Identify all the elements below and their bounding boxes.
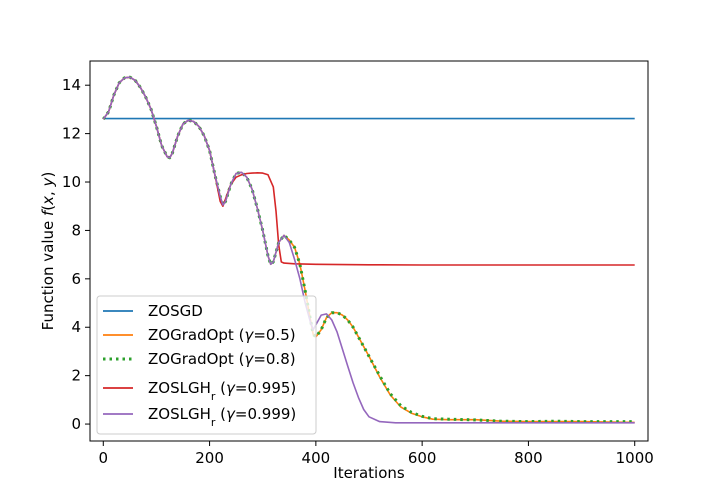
legend-entry: ZOGradOpt (γ=0.5) [103,326,296,344]
x-tick-label: 0 [99,449,109,467]
legend-label: ZOSLGHr (γ=0.999) [148,405,296,429]
x-tick-label: 600 [408,449,437,467]
legend-entry: ZOSLGHr (γ=0.999) [103,405,296,429]
x-tick-label: 1000 [616,449,654,467]
legend-label: ZOSGD [148,302,203,320]
legend-entry: ZOGradOpt (γ=0.8) [103,350,296,368]
legend-entry: ZOSGD [103,302,203,320]
series-layer [102,75,635,424]
y-tick-label: 14 [62,76,81,94]
x-axis-label: Iterations [333,464,405,482]
x-tick-label: 400 [302,449,331,467]
y-tick-label: 10 [62,173,81,191]
axes-layer: 0 200 400 600 800 1000 0 2 4 6 8 10 12 14 [62,76,654,467]
y-tick-label: 6 [71,270,81,288]
y-tick-label: 8 [71,221,81,239]
y-tick-label: 2 [71,367,81,385]
plot-frame [89,60,649,442]
legend-entry: ZOSLGHr (γ=0.995) [103,379,296,403]
legend-box [96,295,317,435]
x-tick-label: 800 [514,449,543,467]
legend: ZOSGD ZOGradOpt (γ=0.5) ZOGradOpt (γ=0.8… [96,295,317,435]
legend-label: ZOGradOpt (γ=0.8) [148,350,296,368]
y-tick-label: 0 [71,415,81,433]
y-tick-label: 4 [71,318,81,336]
x-tick-label: 200 [195,449,224,467]
y-axis-label: Function value f(x, y) [39,172,57,331]
legend-label: ZOGradOpt (γ=0.5) [148,326,296,344]
series-line [102,76,635,424]
y-tick-label: 12 [62,125,81,143]
legend-label: ZOSLGHr (γ=0.995) [148,379,296,403]
